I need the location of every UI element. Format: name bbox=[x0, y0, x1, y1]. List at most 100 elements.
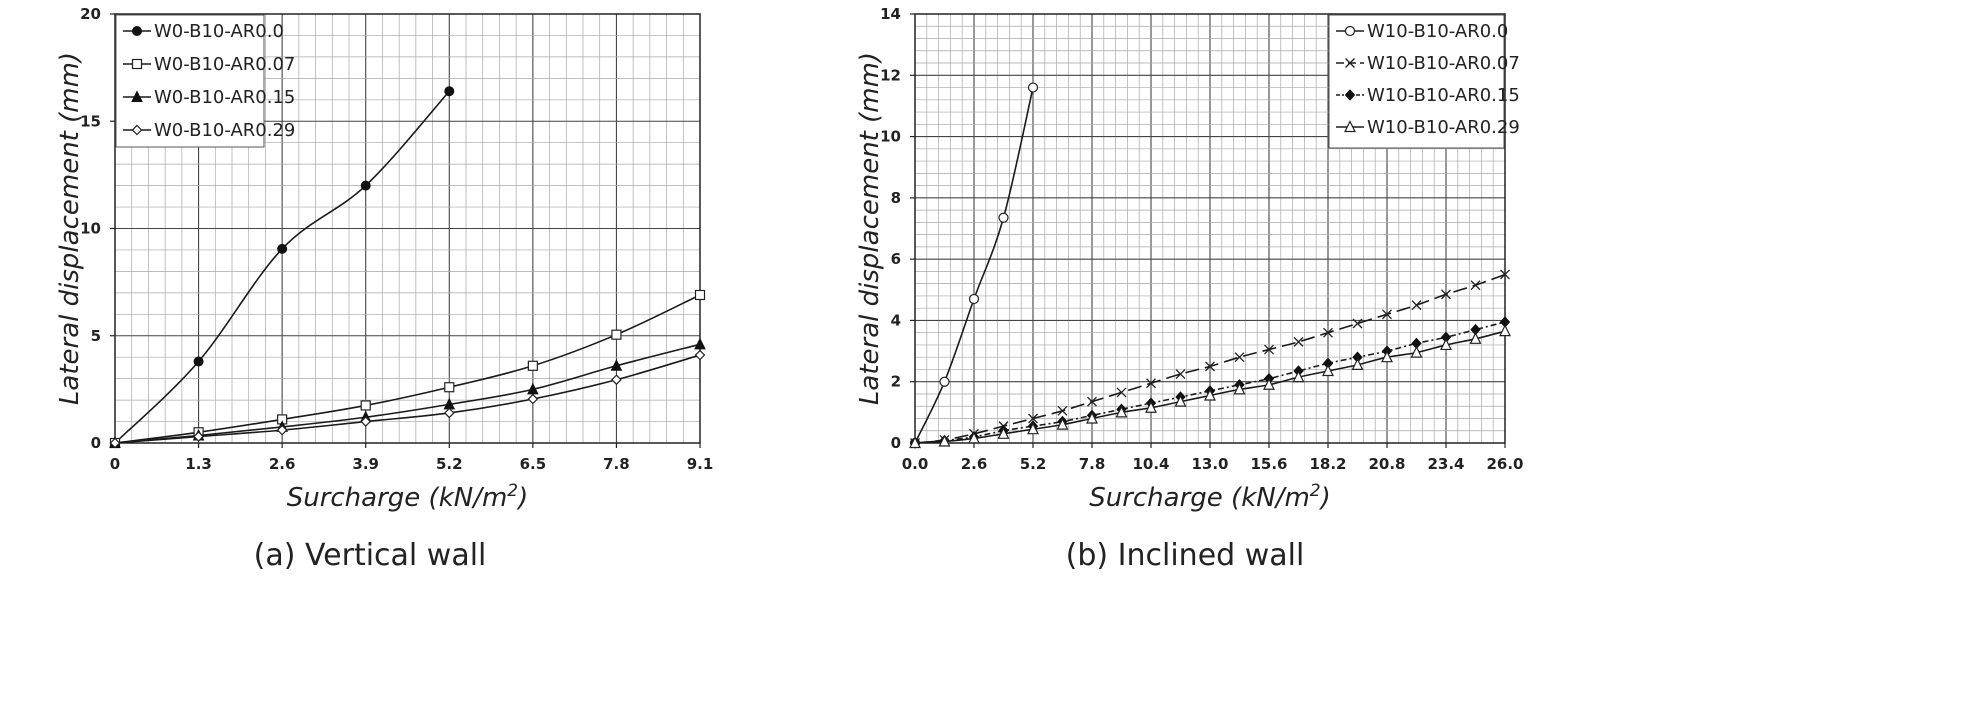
y-tick-label: 14 bbox=[880, 5, 901, 23]
x-tick-label: 13.0 bbox=[1191, 455, 1228, 473]
data-point bbox=[1469, 331, 1482, 344]
data-point bbox=[444, 382, 455, 393]
data-point bbox=[1263, 377, 1275, 390]
x-tick-label: 20.8 bbox=[1368, 455, 1405, 473]
legend-label: W0-B10-AR0.07 bbox=[154, 54, 295, 75]
data-point bbox=[1499, 324, 1511, 337]
panel-caption: (a) Vertical wall bbox=[254, 538, 487, 573]
x-tick-label: 2.6 bbox=[269, 455, 296, 473]
legend-marker bbox=[1344, 25, 1356, 37]
data-point bbox=[968, 431, 980, 444]
x-tick-label: 10.4 bbox=[1132, 455, 1169, 473]
y-axis-title: Lateral displacement (mm) bbox=[55, 52, 85, 405]
data-point bbox=[909, 436, 921, 449]
panel-caption: (b) Inclined wall bbox=[1066, 538, 1305, 573]
data-point bbox=[1145, 400, 1157, 413]
data-point bbox=[360, 416, 372, 427]
legend-marker bbox=[1344, 120, 1356, 133]
legend-label: W10-B10-AR0.0 bbox=[1367, 21, 1508, 42]
y-tick-label: 4 bbox=[891, 311, 901, 329]
legend-label: W0-B10-AR0.0 bbox=[154, 21, 284, 42]
x-tick-label: 26.0 bbox=[1486, 455, 1523, 473]
y-tick-label: 6 bbox=[891, 250, 901, 268]
data-point bbox=[611, 374, 622, 386]
series-W10-B10-AR0.29 bbox=[909, 324, 1511, 449]
data-point bbox=[1352, 318, 1363, 329]
data-point bbox=[939, 376, 950, 387]
data-point bbox=[1146, 378, 1156, 389]
data-point bbox=[360, 400, 371, 411]
y-tick-label: 0 bbox=[91, 434, 101, 452]
series-W0-B10-AR0.29 bbox=[109, 349, 706, 449]
data-point bbox=[1086, 411, 1098, 424]
x-tick-label: 18.2 bbox=[1309, 455, 1346, 473]
data-point bbox=[443, 407, 455, 419]
data-point bbox=[1234, 352, 1245, 363]
data-point bbox=[694, 289, 706, 301]
data-point bbox=[1470, 280, 1481, 291]
data-point bbox=[611, 329, 622, 340]
x-tick-label: 15.6 bbox=[1250, 455, 1287, 473]
legend-marker bbox=[1345, 58, 1355, 68]
legend-marker bbox=[131, 90, 143, 102]
x-tick-label: 5.2 bbox=[1020, 455, 1047, 473]
data-point bbox=[997, 426, 1010, 439]
series-line bbox=[114, 343, 701, 444]
data-point bbox=[193, 356, 204, 367]
data-point bbox=[998, 212, 1009, 223]
data-point bbox=[444, 86, 455, 97]
legend-marker bbox=[1344, 89, 1356, 101]
data-point bbox=[1440, 338, 1452, 351]
data-point bbox=[1351, 358, 1364, 370]
data-point bbox=[193, 431, 204, 442]
data-point bbox=[1381, 350, 1393, 363]
y-tick-label: 15 bbox=[80, 112, 101, 130]
y-tick-label: 10 bbox=[80, 220, 101, 238]
data-point bbox=[1056, 417, 1069, 430]
x-tick-label: 1.3 bbox=[185, 455, 212, 473]
y-tick-label: 0 bbox=[891, 434, 901, 452]
x-tick-label: 3.9 bbox=[352, 455, 379, 473]
data-point bbox=[277, 243, 288, 254]
data-point bbox=[1205, 361, 1215, 372]
x-tick-label: 9.1 bbox=[687, 455, 714, 473]
data-point bbox=[1116, 387, 1127, 398]
data-point bbox=[527, 393, 539, 405]
data-point bbox=[1323, 327, 1333, 338]
legend-label: W10-B10-AR0.29 bbox=[1367, 117, 1520, 138]
y-tick-label: 10 bbox=[880, 128, 901, 146]
x-axis-title: Surcharge (kN/m2) bbox=[1089, 481, 1331, 513]
data-point bbox=[694, 349, 706, 361]
x-axis-title: Surcharge (kN/m2) bbox=[287, 481, 529, 513]
y-tick-label: 5 bbox=[91, 327, 101, 345]
data-point bbox=[1027, 82, 1039, 93]
panel-b-inclined-wall: 0.0 2.6 5.2 7.8 10.4 13.0 15.6 18.2 20.8 23.4 26.0… bbox=[855, 5, 1524, 573]
data-point bbox=[1441, 289, 1451, 300]
y-axis-title: Lateral displacement (mm) bbox=[855, 52, 885, 405]
data-point bbox=[1175, 369, 1186, 380]
y-tick-label: 12 bbox=[880, 66, 901, 84]
data-point bbox=[968, 293, 980, 305]
data-point bbox=[1500, 269, 1510, 280]
data-point bbox=[1028, 413, 1038, 424]
legend-label: W0-B10-AR0.29 bbox=[154, 120, 295, 141]
data-point bbox=[1027, 422, 1039, 435]
series-line bbox=[114, 294, 701, 444]
x-tick-label: 2.6 bbox=[961, 455, 988, 473]
legend-label: W0-B10-AR0.15 bbox=[154, 87, 295, 108]
data-point bbox=[109, 437, 121, 449]
x-tick-label: 5.2 bbox=[436, 455, 463, 473]
data-point bbox=[360, 180, 371, 191]
legend-marker bbox=[132, 26, 142, 36]
series-line bbox=[114, 354, 701, 444]
y-tick-label: 2 bbox=[891, 373, 901, 391]
data-point bbox=[1087, 396, 1097, 407]
data-point bbox=[694, 337, 706, 350]
x-tick-label: 7.8 bbox=[1079, 455, 1106, 473]
data-point bbox=[1174, 394, 1187, 407]
legend: W10-B10-AR0.0 W10-B10-AR0.07 W10-B10-AR0.1… bbox=[1328, 14, 1520, 149]
data-point bbox=[1264, 344, 1274, 355]
legend-marker bbox=[131, 124, 143, 136]
data-point bbox=[1233, 382, 1246, 395]
series-W10-B10-AR0.07 bbox=[910, 269, 1510, 448]
